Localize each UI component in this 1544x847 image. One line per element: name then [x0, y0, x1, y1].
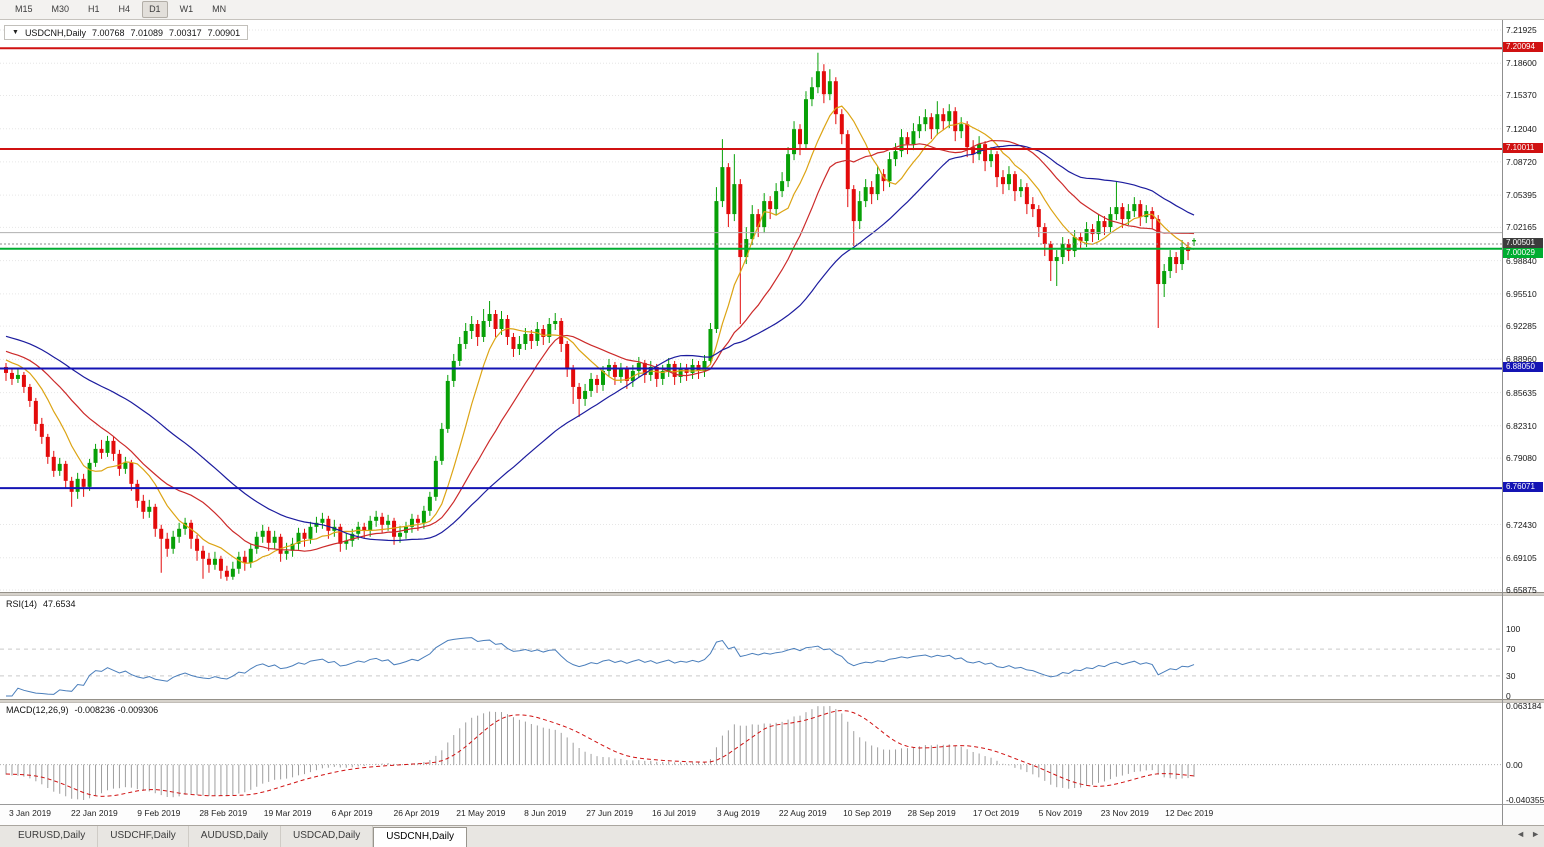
tab-scroll-arrows: ◄ ►: [1516, 829, 1540, 839]
ohlc-open: 7.00768: [91, 27, 125, 38]
rsi-value: 47.6534: [43, 599, 76, 609]
chart-tab-usdchf[interactable]: USDCHF,Daily: [98, 826, 189, 847]
chart-tab-audusd[interactable]: AUDUSD,Daily: [189, 826, 282, 847]
timeframe-button-mn[interactable]: MN: [212, 4, 227, 14]
macd-layer: [0, 706, 1502, 800]
chart-tab-usdcnh[interactable]: USDCNH,Daily: [373, 827, 468, 847]
pane-divider-macd[interactable]: [0, 699, 1544, 703]
tab-scroll-right-icon[interactable]: ►: [1531, 829, 1540, 839]
ohlc-close: 7.00901: [207, 27, 241, 38]
rsi-indicator-label: RSI(14) 47.6534: [6, 599, 76, 609]
time-axis[interactable]: [0, 804, 1544, 825]
macd-values: -0.008236 -0.009306: [74, 705, 159, 715]
ohlc-info: ▼ USDCNH,Daily 7.00768 7.01089 7.00317 7…: [4, 25, 249, 40]
grid-layer: [0, 29, 1502, 591]
chart-symbol-period: USDCNH,Daily: [24, 27, 86, 38]
timeframe-toolbar: M15 M30 H1 H4 D1 W1 MN: [0, 0, 1544, 20]
macd-name: MACD(12,26,9): [6, 705, 69, 715]
rsi-name: RSI(14): [6, 599, 38, 609]
chart-tab-eurusd[interactable]: EURUSD,Daily: [6, 826, 99, 847]
timeframe-button-w1[interactable]: W1: [179, 4, 194, 14]
pane-divider-rsi[interactable]: [0, 592, 1544, 596]
ohlc-low: 7.00317: [169, 27, 202, 38]
candles-layer: [4, 52, 1197, 581]
quote-dropdown-icon[interactable]: ▼: [12, 29, 19, 36]
timeframe-button-d1[interactable]: D1: [142, 1, 168, 18]
macd-signal-line: [5, 709, 1195, 797]
horizontal-levels-layer: [0, 47, 1502, 490]
chart-tab-bar: EURUSD,Daily USDCHF,Daily AUDUSD,Daily USDC…: [0, 825, 1544, 847]
price-axis[interactable]: [1502, 20, 1544, 825]
rsi-line: [6, 637, 1195, 697]
tab-scroll-left-icon[interactable]: ◄: [1516, 829, 1526, 839]
macd-histogram: [5, 706, 1195, 800]
chart-tab-usdcad[interactable]: USDCAD,Daily: [281, 826, 374, 847]
timeframe-button-h1[interactable]: H1: [88, 4, 100, 14]
ma-line-slow: [5, 144, 1195, 542]
macd-indicator-label: MACD(12,26,9) -0.008236 -0.009306: [6, 705, 158, 715]
timeframe-button-h4[interactable]: H4: [118, 4, 131, 14]
timeframe-button-m30[interactable]: M30: [51, 4, 70, 14]
timeframe-button-m15[interactable]: M15: [15, 4, 33, 14]
ma-line-mid: [5, 139, 1195, 552]
ohlc-high: 7.01089: [130, 27, 164, 38]
rsi-layer: [0, 637, 1502, 697]
